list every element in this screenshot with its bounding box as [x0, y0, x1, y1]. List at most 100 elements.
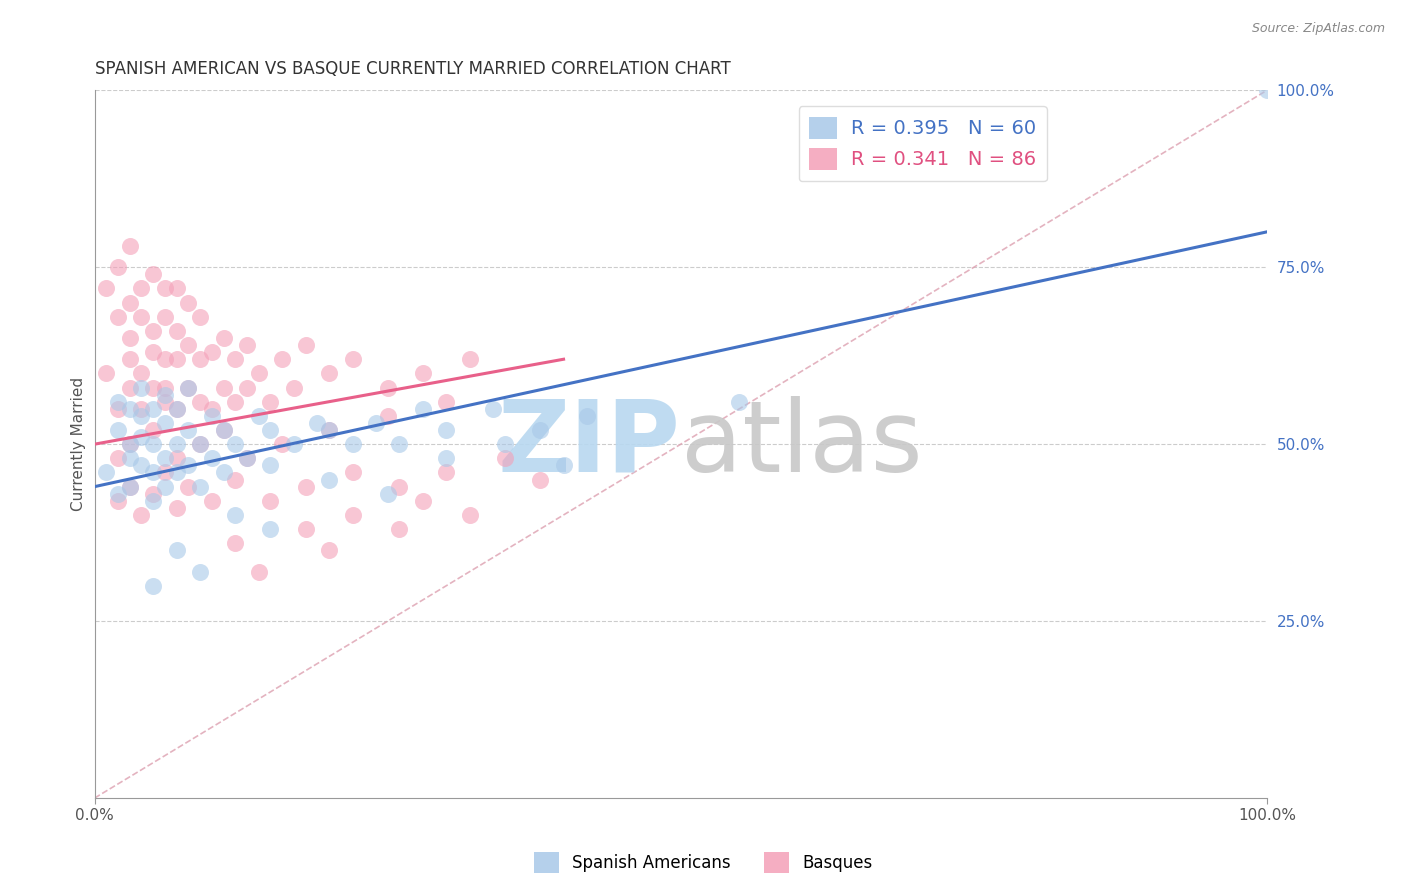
Point: [131, 409, 153, 423]
Point: [107, 401, 129, 416]
Point: [153, 387, 176, 401]
Point: [318, 367, 340, 381]
Point: [142, 437, 165, 451]
Point: [212, 331, 235, 345]
Point: [177, 380, 200, 394]
Point: [118, 331, 141, 345]
Point: [142, 486, 165, 500]
Point: [153, 480, 176, 494]
Point: [377, 486, 399, 500]
Point: [188, 352, 211, 367]
Point: [153, 281, 176, 295]
Point: [142, 268, 165, 282]
Point: [529, 423, 551, 437]
Point: [153, 310, 176, 324]
Point: [388, 522, 411, 536]
Point: [118, 437, 141, 451]
Point: [131, 380, 153, 394]
Point: [307, 416, 329, 430]
Point: [177, 338, 200, 352]
Point: [118, 352, 141, 367]
Point: [318, 423, 340, 437]
Point: [318, 543, 340, 558]
Point: [153, 394, 176, 409]
Point: [212, 466, 235, 480]
Point: [188, 437, 211, 451]
Point: [201, 409, 224, 423]
Point: [131, 458, 153, 473]
Point: [247, 409, 270, 423]
Point: [388, 437, 411, 451]
Point: [212, 380, 235, 394]
Point: [107, 394, 129, 409]
Point: [142, 380, 165, 394]
Point: [166, 500, 188, 515]
Point: [153, 466, 176, 480]
Point: [153, 352, 176, 367]
Point: [153, 416, 176, 430]
Point: [166, 281, 188, 295]
Point: [388, 480, 411, 494]
Point: [142, 401, 165, 416]
Point: [318, 423, 340, 437]
Point: [1256, 83, 1278, 97]
Point: [107, 451, 129, 466]
Point: [142, 493, 165, 508]
Point: [364, 416, 387, 430]
Point: [458, 508, 481, 522]
Point: [412, 401, 434, 416]
Point: [118, 401, 141, 416]
Point: [434, 394, 457, 409]
Point: [482, 401, 505, 416]
Point: [224, 394, 246, 409]
Point: [142, 324, 165, 338]
Point: [142, 345, 165, 359]
Point: [131, 367, 153, 381]
Point: [494, 437, 516, 451]
Legend: R = 0.395   N = 60, R = 0.341   N = 86: R = 0.395 N = 60, R = 0.341 N = 86: [799, 106, 1047, 181]
Point: [96, 367, 118, 381]
Point: [224, 473, 246, 487]
Point: [188, 310, 211, 324]
Point: [259, 394, 281, 409]
Point: [131, 281, 153, 295]
Point: [294, 480, 316, 494]
Point: [259, 522, 281, 536]
Point: [434, 466, 457, 480]
Point: [294, 522, 316, 536]
Point: [166, 324, 188, 338]
Point: [96, 466, 118, 480]
Point: [458, 352, 481, 367]
Point: [236, 451, 259, 466]
Point: [342, 508, 364, 522]
Point: [166, 401, 188, 416]
Point: [224, 437, 246, 451]
Point: [201, 451, 224, 466]
Point: [294, 338, 316, 352]
Point: [131, 401, 153, 416]
Point: [434, 423, 457, 437]
Point: [342, 352, 364, 367]
Point: [166, 451, 188, 466]
Point: [553, 458, 575, 473]
Point: [153, 451, 176, 466]
Point: [188, 394, 211, 409]
Point: [201, 345, 224, 359]
Point: [212, 423, 235, 437]
Point: [118, 480, 141, 494]
Point: [188, 480, 211, 494]
Point: [212, 423, 235, 437]
Point: [107, 260, 129, 275]
Y-axis label: Currently Married: Currently Married: [72, 377, 86, 511]
Point: [177, 458, 200, 473]
Point: [188, 437, 211, 451]
Point: [142, 579, 165, 593]
Point: [166, 466, 188, 480]
Point: [201, 493, 224, 508]
Point: [131, 508, 153, 522]
Point: [107, 310, 129, 324]
Point: [118, 239, 141, 253]
Point: [236, 338, 259, 352]
Point: [142, 423, 165, 437]
Point: [166, 543, 188, 558]
